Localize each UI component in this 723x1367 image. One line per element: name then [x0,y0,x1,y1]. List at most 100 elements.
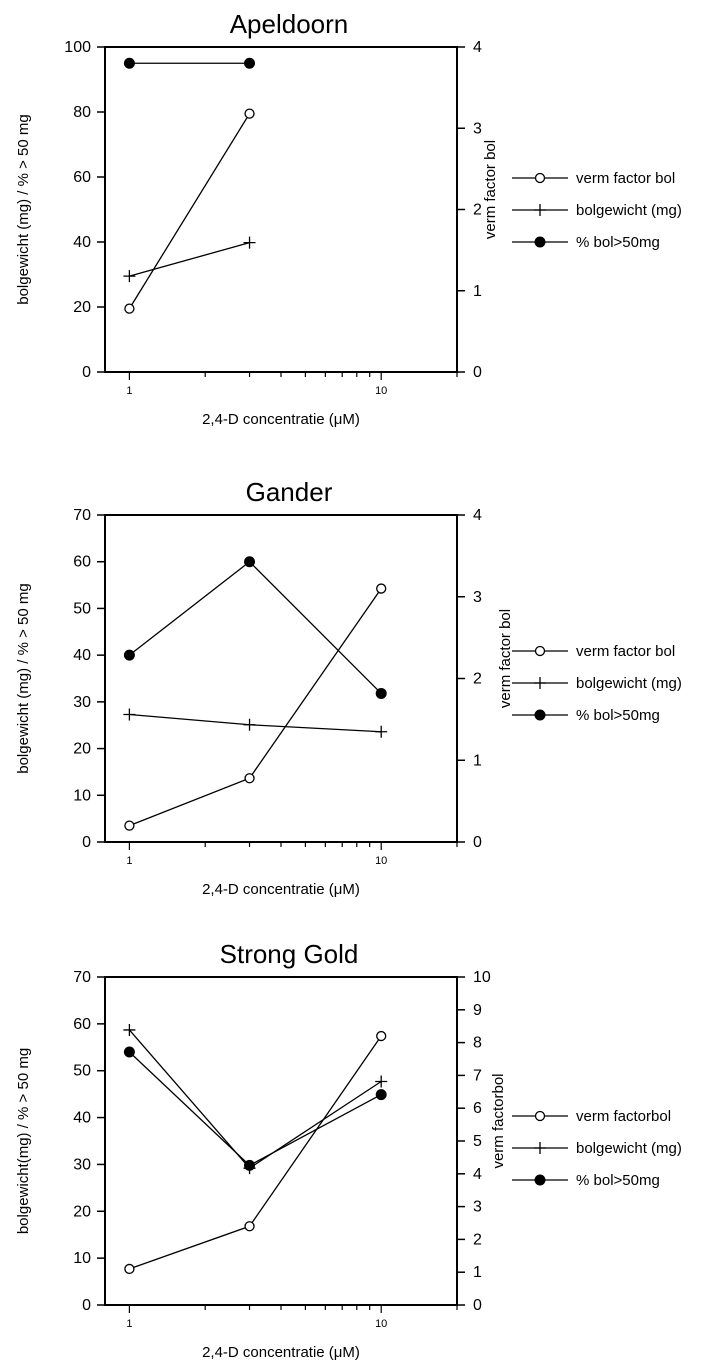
y2-tick-label: 0 [473,1297,482,1314]
series-line [129,242,250,277]
y-tick-label: 20 [73,299,91,316]
y2-tick-label: 4 [473,39,482,56]
y2-axis-label: verm factor bol [497,609,514,708]
legend-marker [534,204,546,216]
y2-tick-label: 1 [473,752,482,769]
data-point [243,718,256,731]
y2-tick-label: 3 [473,120,482,137]
data-point [123,649,135,661]
y2-tick-label: 8 [473,1035,482,1052]
plot-frame [104,46,458,373]
data-point [244,556,256,568]
legend-marker [534,1110,546,1122]
data-point [376,583,387,594]
y-tick-label: 0 [82,834,91,851]
y-tick-label: 50 [73,600,91,617]
y2-tick-label: 3 [473,1199,482,1216]
x-tick-label: 10 [375,385,387,397]
data-point [375,1089,387,1101]
y2-tick-label: 5 [473,1133,482,1150]
x-axis-label: 2,4-D concentratie (μM) [202,881,360,898]
y2-tick-label: 2 [473,1231,482,1248]
legend-marker [534,1142,546,1154]
y-tick-label: 10 [73,787,91,804]
y2-tick-label: 7 [473,1067,482,1084]
legend-label: bolgewicht (mg) [576,675,682,692]
y-tick-label: 30 [73,1156,91,1173]
plot-frame [104,976,458,1306]
x-axis-label: 2,4-D concentratie (μM) [202,1344,360,1361]
y-tick-label: 50 [73,1063,91,1080]
data-point [123,708,136,721]
y-tick-label: 30 [73,694,91,711]
data-point [124,820,135,831]
y2-tick-label: 2 [473,202,482,219]
series-line [129,1035,382,1270]
y-axis-label: bolgewicht(mg) / % > 50 mg [15,1048,32,1234]
series-line [129,713,382,733]
data-point [123,1046,135,1058]
x-tick-label: 10 [375,1318,387,1330]
legend-marker [534,645,546,657]
legend-marker [534,1174,546,1186]
y-tick-label: 10 [73,1250,91,1267]
legend-label: bolgewicht (mg) [576,202,682,219]
y-tick-label: 80 [73,104,91,121]
legend-marker [534,677,546,689]
x-tick-label: 1 [126,1318,132,1330]
legend-label: verm factor bol [576,643,675,660]
y2-tick-label: 0 [473,364,482,381]
data-point [123,57,135,69]
y-tick-label: 60 [73,554,91,571]
y2-tick-label: 1 [473,1264,482,1281]
y-tick-label: 0 [82,1297,91,1314]
y2-tick-label: 3 [473,589,482,606]
data-point [124,1263,135,1275]
data-point [376,1030,387,1042]
plot-frame [104,514,458,843]
y-tick-label: 60 [73,1016,91,1033]
x-tick-label: 1 [126,855,132,867]
legend-marker [534,709,546,721]
chart-0: Apeldoorn 0 20 40 60 80 100 0 1 2 3 4 1 10 2,4-D conce… [15,9,682,428]
y2-tick-label: 4 [473,1166,482,1183]
y2-tick-label: 10 [473,969,491,986]
data-point [244,773,255,784]
y-tick-label: 100 [64,39,91,56]
legend-label: % bol>50mg [576,707,660,724]
y-tick-label: 20 [73,1203,91,1220]
data-point [244,1159,256,1171]
legend-label: % bol>50mg [576,234,660,251]
x-axis-label: 2,4-D concentratie (μM) [202,411,360,428]
y-tick-label: 70 [73,507,91,524]
y-tick-label: 0 [82,364,91,381]
data-point [375,725,388,738]
series-line [128,113,251,309]
y-tick-label: 20 [73,741,91,758]
y2-tick-label: 2 [473,671,482,688]
data-point [243,236,256,249]
legend-label: verm factorbol [576,1108,671,1125]
data-point [123,1023,136,1036]
y2-axis-label: verm factorbol [490,1073,507,1168]
chart-title: Strong Gold [220,939,359,969]
chart-title: Gander [246,477,333,507]
legend-label: % bol>50mg [576,1172,660,1189]
y2-tick-label: 6 [473,1100,482,1117]
y-tick-label: 40 [73,1110,91,1127]
series-line [128,1029,382,1170]
y-axis-label: bolgewicht (mg) / % > 50 mg [15,583,32,774]
data-point [123,270,136,283]
data-point [124,303,135,314]
x-tick-label: 1 [126,385,132,397]
chart-1: Gander 0 10 20 30 40 50 60 70 0 1 2 3 4 1 10 2,4-D conce… [15,477,682,898]
y2-tick-label: 9 [473,1002,482,1019]
legend-label: verm factor bol [576,170,675,187]
legend-marker [534,236,546,248]
y-tick-label: 40 [73,234,91,251]
x-tick-label: 10 [375,855,387,867]
y-tick-label: 70 [73,969,91,986]
y-axis-label: bolgewicht (mg) / % > 50 mg [15,114,32,305]
